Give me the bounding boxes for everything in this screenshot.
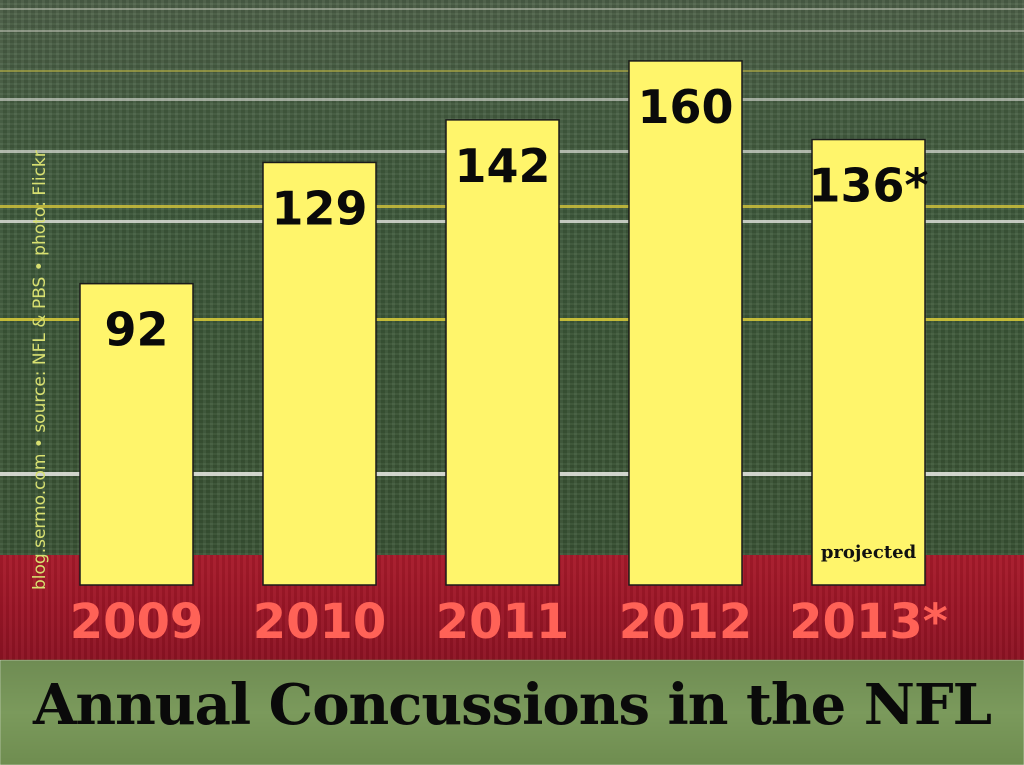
- chart-title: Annual Concussions in the NFL: [32, 672, 992, 738]
- projected-note: projected: [821, 542, 917, 563]
- bar-value-label: 92: [104, 303, 168, 357]
- bar-value-label: 129: [271, 181, 367, 235]
- bar: [628, 60, 743, 586]
- yard-line: [0, 8, 1024, 10]
- bar-value-label: 136*: [808, 159, 928, 213]
- title-band: [0, 660, 1024, 765]
- bar-value-label: 160: [637, 80, 733, 134]
- x-tick-label: 2011: [436, 594, 570, 650]
- x-tick-label: 2012: [619, 594, 753, 650]
- x-tick-label: 2013*: [789, 594, 948, 650]
- bar: [811, 138, 926, 586]
- bar-value-label: 142: [454, 139, 550, 193]
- bar: [262, 161, 377, 586]
- x-tick-label: 2009: [70, 594, 204, 650]
- x-tick-label: 2010: [253, 594, 387, 650]
- yard-line: [0, 30, 1024, 32]
- bar: [79, 282, 194, 586]
- yard-line: [0, 98, 1024, 101]
- yard-line: [0, 70, 1024, 72]
- bar: [445, 119, 560, 586]
- source-credit: blog.sermo.com • source: NFL & PBS • pho…: [30, 150, 50, 590]
